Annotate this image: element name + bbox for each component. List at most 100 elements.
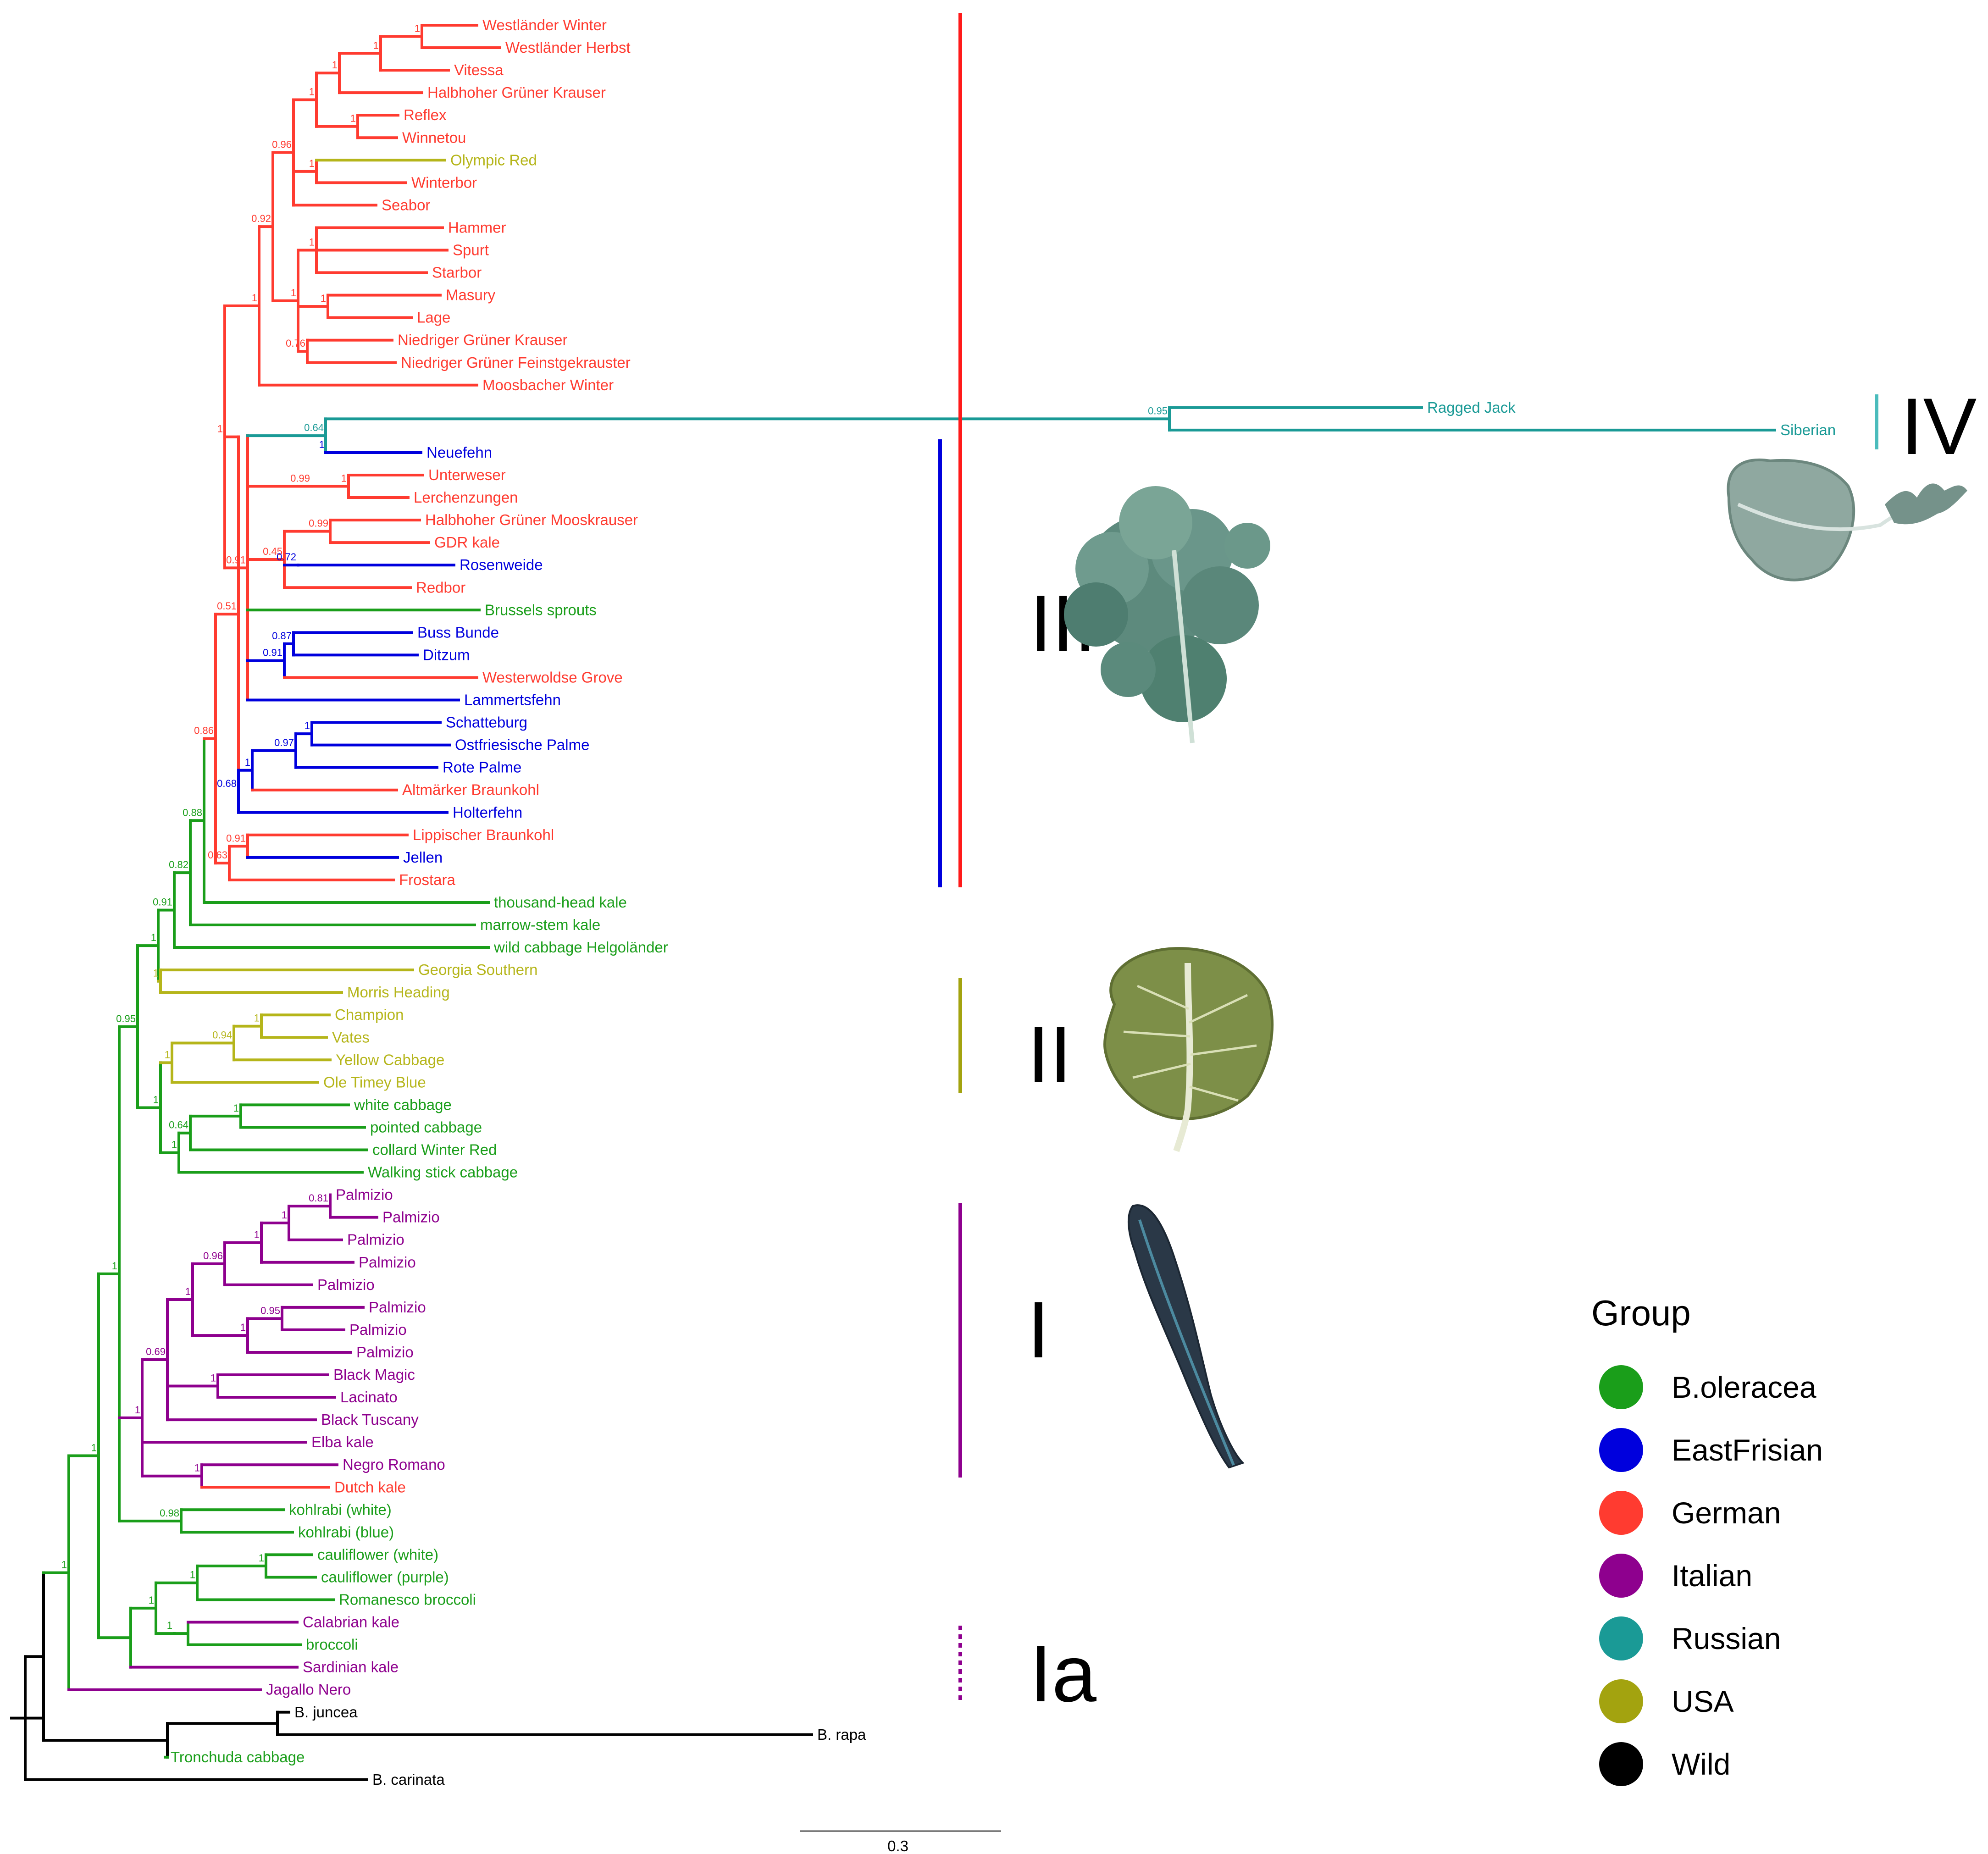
support-value: 0.91 <box>263 647 282 659</box>
legend-swatch <box>1599 1491 1643 1535</box>
legend-item: B.oleracea <box>1599 1365 1816 1409</box>
leaf-label: Ragged Jack <box>1427 399 1516 416</box>
legend-item: USA <box>1599 1679 1734 1723</box>
leaf-label: Masury <box>446 287 496 304</box>
leaf-label: Halbhoher Grüner Mooskrauser <box>425 511 638 528</box>
leaf-label: Black Tuscany <box>321 1411 419 1428</box>
leaf-label: Seabor <box>382 196 430 213</box>
support-value: 1 <box>350 113 356 124</box>
leaf-label: Romanesco broccoli <box>339 1591 476 1608</box>
leaf-label: Ostfriesische Palme <box>455 736 589 753</box>
leaf-label: Ole Timey Blue <box>323 1074 426 1090</box>
leaf-label: Georgia Southern <box>418 961 538 978</box>
support-value: 1 <box>172 1139 177 1151</box>
support-value: 1 <box>282 1209 287 1221</box>
leaf-label: Holterfehn <box>453 804 522 821</box>
leaf-label: Palmizio <box>349 1321 407 1338</box>
support-value: 1 <box>254 1013 260 1024</box>
leaf-label: Walking stick cabbage <box>368 1164 518 1181</box>
legend-label: USA <box>1672 1684 1734 1718</box>
leaf-label: broccoli <box>306 1636 358 1653</box>
curly-kale-image <box>1064 486 1270 743</box>
support-value: 1 <box>153 1094 159 1106</box>
support-value: 0.64 <box>169 1119 188 1131</box>
leaf-label: Negro Romano <box>343 1456 445 1473</box>
legend-label: B.oleracea <box>1672 1370 1816 1404</box>
leaf-label: Elba kale <box>311 1433 374 1450</box>
support-value: 1 <box>341 473 347 484</box>
support-value: 1 <box>245 757 250 768</box>
leaf-label: Winterbor <box>411 174 477 191</box>
support-value: 0.91 <box>226 832 246 844</box>
support-value: 1 <box>233 1102 239 1114</box>
support-value: 0.95 <box>116 1013 136 1024</box>
support-value: 0.96 <box>203 1250 223 1262</box>
support-value: 1 <box>252 292 257 304</box>
leaf-label: white cabbage <box>354 1096 452 1113</box>
leaf-label: Lerchenzungen <box>414 489 518 506</box>
support-value: 0.81 <box>309 1192 328 1204</box>
leaf-label: Yellow Cabbage <box>336 1051 444 1068</box>
clade-label-i: I <box>1027 1285 1050 1375</box>
support-value: 0.95 <box>1148 405 1168 416</box>
support-value: 1 <box>190 1569 195 1581</box>
support-value: 0.98 <box>160 1507 179 1519</box>
support-value: 0.69 <box>146 1346 166 1357</box>
leaf-label: Lage <box>417 309 450 326</box>
support-value: 1 <box>259 1552 264 1564</box>
leaf-label: Winnetou <box>402 129 466 146</box>
leaf-label: Vitessa <box>454 61 504 78</box>
clade-label-ii: II <box>1027 1010 1072 1100</box>
leaf-label: Neuefehn <box>426 444 492 461</box>
leaf-label: B. juncea <box>294 1704 358 1721</box>
support-value: 1 <box>305 720 310 731</box>
support-value: 1 <box>185 1286 191 1297</box>
legend-item: Wild <box>1599 1742 1730 1786</box>
support-value: 0.86 <box>194 725 214 736</box>
support-values: 1 1 1 1 1 0.96 1 0.92 1 1 1 1 0.76 0.95 0.64 1 1 0.99 1 0.9… <box>61 23 1168 1632</box>
support-value: 1 <box>309 86 315 97</box>
support-value: 0.82 <box>169 859 188 870</box>
legend-item: German <box>1599 1491 1781 1535</box>
support-value: 0.87 <box>272 630 292 642</box>
leaf-label: Halbhoher Grüner Krauser <box>427 84 606 101</box>
leaf-label: thousand-head kale <box>494 894 627 911</box>
leaf-label: kohlrabi (blue) <box>298 1523 394 1540</box>
legend-item: EastFrisian <box>1599 1428 1823 1472</box>
support-value: 0.92 <box>251 213 271 224</box>
leaf-label: Moosbacher Winter <box>482 376 614 393</box>
leaf-label: Lacinato <box>340 1389 398 1406</box>
support-value: 1 <box>135 1404 140 1416</box>
support-value: 1 <box>217 423 223 435</box>
leaf-label: Westerwoldse Grove <box>482 669 623 686</box>
support-value: 0.68 <box>217 778 237 789</box>
leaf-label: Reflex <box>404 106 447 123</box>
leaf-label: Unterweser <box>428 466 506 483</box>
collard-leaf-image <box>1103 947 1274 1152</box>
support-value: 0.72 <box>277 551 296 563</box>
support-value: 1 <box>167 1620 172 1631</box>
leaf-label: GDR kale <box>434 534 500 551</box>
leaf-labels: Westländer Winter Westländer HerbstVitess… <box>171 17 1836 1788</box>
leaf-label: Palmizio <box>347 1231 404 1248</box>
legend-item: Italian <box>1599 1554 1752 1598</box>
leaf-label: cauliflower (white) <box>317 1546 438 1563</box>
support-value: 0.91 <box>153 897 172 908</box>
support-value: 0.91 <box>226 554 246 565</box>
leaf-label: Frostara <box>399 871 456 888</box>
leaf-label: Buss Bunde <box>417 624 499 641</box>
leaf-label: Westländer Herbst <box>505 39 631 56</box>
leaf-label: Dutch kale <box>334 1478 406 1495</box>
leaf-label: Jagallo Nero <box>266 1681 351 1698</box>
support-value: 0.63 <box>208 849 227 861</box>
support-value: 1 <box>194 1462 200 1474</box>
legend-label: German <box>1672 1496 1781 1530</box>
leaf-label: Palmizio <box>359 1254 416 1271</box>
leaf-label: Sardinian kale <box>303 1659 399 1676</box>
leaf-label: Black Magic <box>333 1366 415 1383</box>
support-value: 0.88 <box>183 807 202 818</box>
leaf-label: Palmizio <box>382 1209 440 1226</box>
support-value: 1 <box>319 439 325 450</box>
legend-item: Russian <box>1599 1616 1781 1660</box>
